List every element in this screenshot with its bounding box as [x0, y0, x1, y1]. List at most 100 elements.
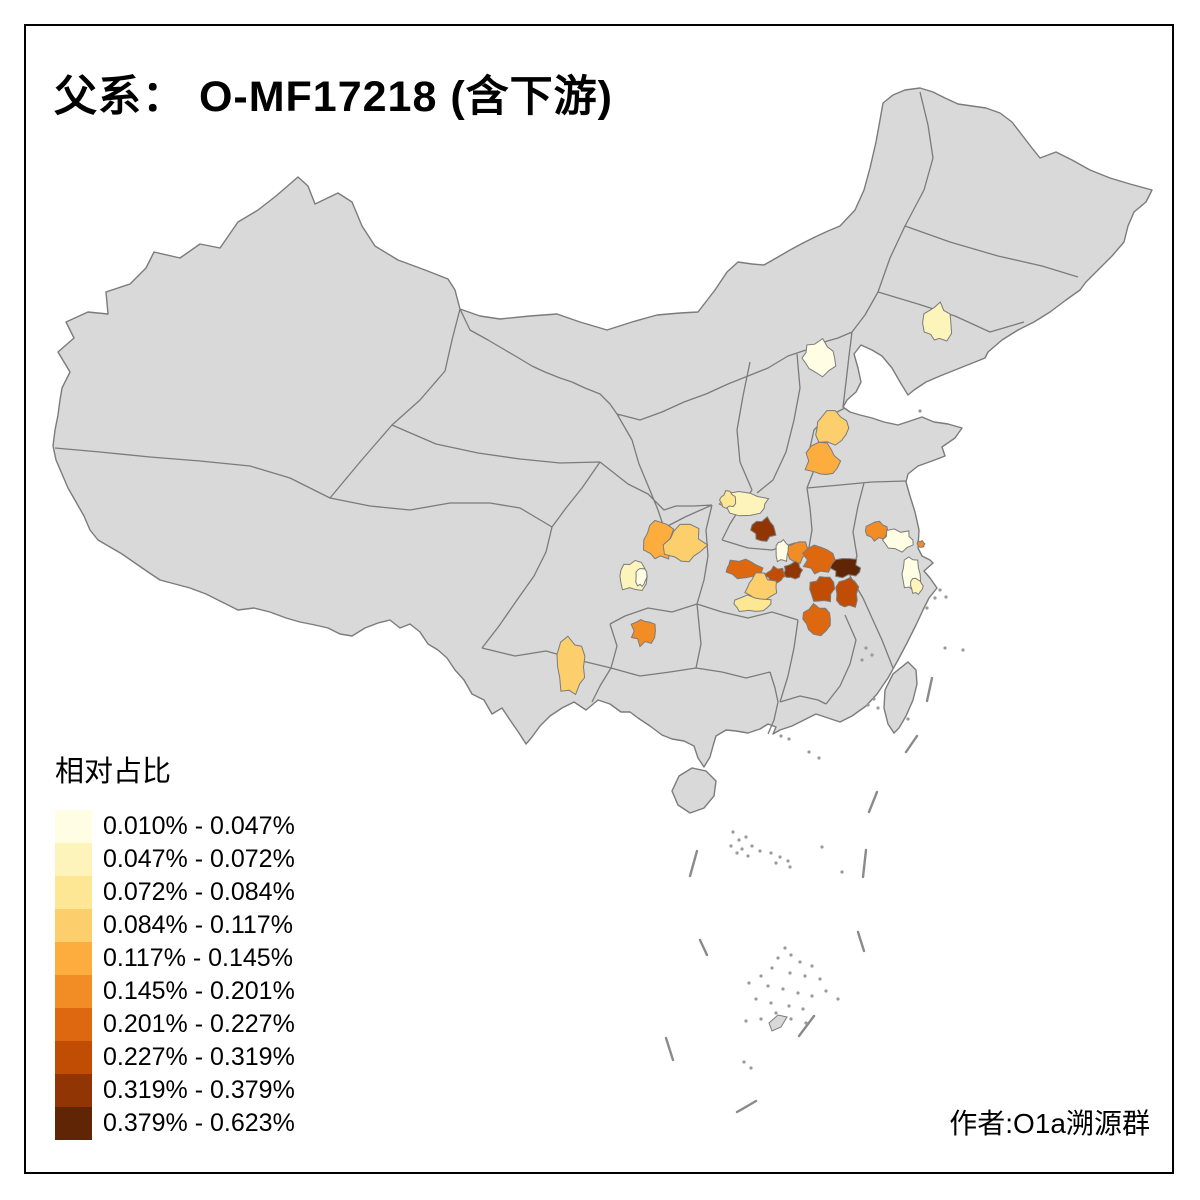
islet-dot [776, 956, 780, 960]
map-region [815, 410, 850, 446]
islet-dot [860, 658, 864, 662]
hainan-island [671, 767, 717, 814]
legend-label: 0.047% - 0.072% [103, 845, 295, 873]
islet-dot [918, 409, 922, 413]
islet-dot [774, 1011, 778, 1015]
islet-dot [789, 1017, 793, 1021]
islet-dot [787, 1004, 791, 1008]
islet-dot [906, 717, 910, 721]
legend-label: 0.117% - 0.145% [103, 944, 293, 972]
islet-dot [866, 703, 870, 707]
islet-dot [766, 984, 770, 988]
legend-row: 0.319% - 0.379% [55, 1074, 385, 1107]
island-sliver [768, 1014, 788, 1032]
islet-dot [876, 706, 880, 710]
islet-dot [789, 953, 793, 957]
map-region [835, 577, 860, 608]
map-region [881, 528, 914, 553]
islet-dot [798, 960, 802, 964]
province-borders [54, 91, 1079, 735]
map-region [801, 337, 837, 378]
islet-dot [769, 851, 773, 855]
islet-dot [744, 1019, 748, 1023]
islet-dot [961, 648, 965, 652]
islet-dot [786, 859, 790, 863]
legend-swatch [55, 1074, 92, 1107]
map-region [744, 572, 778, 602]
map-region [829, 557, 862, 579]
legend-row: 0.047% - 0.072% [55, 843, 385, 876]
legend-row: 0.010% - 0.047% [55, 810, 385, 843]
map-region [802, 544, 836, 575]
islet-dot [746, 854, 750, 858]
china-mainland [52, 87, 1153, 768]
islet-dot [840, 870, 844, 874]
legend-swatch [55, 942, 92, 975]
islet-dot [818, 977, 822, 981]
map-region [662, 523, 709, 563]
islet-dot [944, 595, 948, 599]
map-region [733, 594, 772, 613]
islet-dot [817, 756, 821, 760]
islet-dot [735, 851, 739, 855]
islet-dot [740, 847, 744, 851]
legend-title: 相对占比 [55, 756, 172, 788]
map-region [556, 635, 586, 696]
islet-dot [925, 606, 929, 610]
legend-label: 0.379% - 0.623% [103, 1109, 295, 1137]
legend-swatch [55, 876, 92, 909]
legend-swatch [55, 1041, 92, 1074]
islet-dot [744, 835, 748, 839]
legend-label: 0.084% - 0.117% [103, 911, 293, 939]
islet-dot [749, 1066, 753, 1070]
islet-dot [824, 989, 828, 993]
islet-dot [747, 981, 751, 985]
islet-dot [943, 646, 947, 650]
legend-label: 0.319% - 0.379% [103, 1076, 295, 1104]
legend-swatch [55, 810, 92, 843]
legend-row: 0.379% - 0.623% [55, 1107, 385, 1140]
map-region [783, 560, 804, 580]
nine-dash-line [664, 676, 934, 1114]
islet-dot [758, 849, 762, 853]
islet-dot [872, 697, 876, 701]
legend-label: 0.145% - 0.201% [103, 977, 295, 1005]
map-region [864, 520, 889, 542]
islet-dot [810, 994, 814, 998]
colored-regions [556, 301, 953, 696]
islet-dot [810, 964, 814, 968]
map-region [725, 558, 764, 580]
islet-dot [801, 1007, 805, 1011]
map-region [922, 301, 953, 342]
islet-dot [820, 845, 824, 849]
islet-dot [759, 974, 763, 978]
islet-dot [870, 653, 874, 657]
taiwan-island [883, 661, 918, 735]
map-region [809, 576, 836, 603]
legend-label: 0.010% - 0.047% [103, 812, 295, 840]
islet-dot [750, 844, 754, 848]
legend-label: 0.201% - 0.227% [103, 1010, 295, 1038]
islet-dot [759, 1017, 763, 1021]
legend-row: 0.084% - 0.117% [55, 909, 385, 942]
map-region [775, 538, 789, 563]
map-region [750, 516, 777, 542]
islet-dot [779, 734, 783, 738]
legend-row: 0.201% - 0.227% [55, 1008, 385, 1041]
islet-dot [864, 646, 868, 650]
attribution-text: 作者:O1a溯源群 [949, 1108, 1150, 1139]
islet-dot [754, 997, 758, 1001]
islet-dot [933, 596, 937, 600]
legend-row: 0.072% - 0.084% [55, 876, 385, 909]
islet-dot [796, 991, 800, 995]
legend-row: 0.227% - 0.319% [55, 1041, 385, 1074]
map-region [630, 619, 656, 648]
legend-swatch [55, 975, 92, 1008]
islet-dot [803, 974, 807, 978]
islet-dot [783, 946, 787, 950]
islet-dot [781, 987, 785, 991]
islet-dot [774, 861, 778, 865]
legend-swatch [55, 909, 92, 942]
